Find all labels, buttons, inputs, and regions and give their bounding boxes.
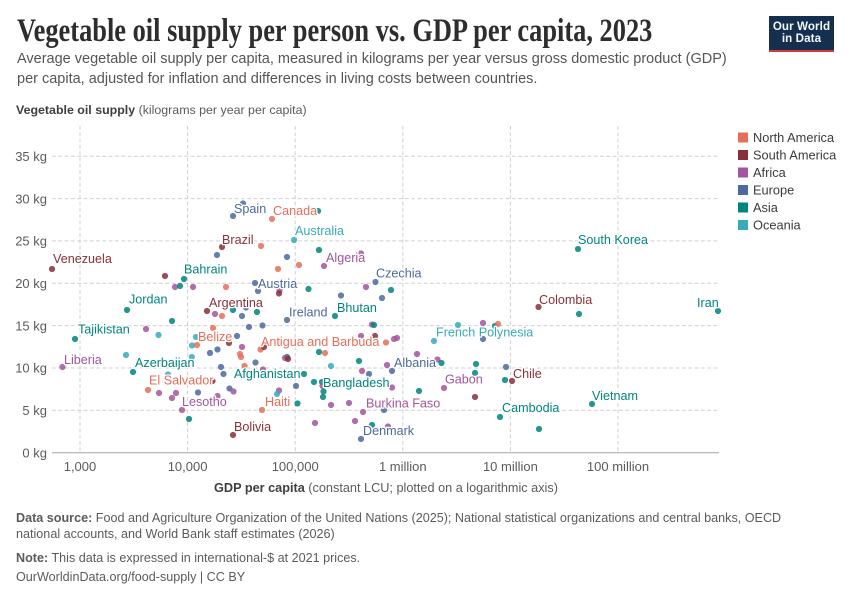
svg-text:Chile: Chile (513, 367, 542, 381)
svg-text:Tajikistan: Tajikistan (78, 323, 130, 337)
svg-text:Iran: Iran (697, 296, 719, 310)
svg-text:Bolivia: Bolivia (234, 420, 271, 434)
svg-text:10 kg: 10 kg (15, 361, 47, 376)
svg-text:20 kg: 20 kg (15, 276, 47, 291)
svg-text:30 kg: 30 kg (15, 191, 47, 206)
svg-text:Afghanistan: Afghanistan (234, 367, 301, 381)
svg-text:Brazil: Brazil (222, 233, 254, 247)
svg-text:Venezuela: Venezuela (53, 252, 112, 266)
svg-text:Liberia: Liberia (64, 353, 102, 367)
svg-text:South Korea: South Korea (578, 233, 648, 247)
svg-text:Africa: Africa (753, 165, 787, 180)
svg-text:Oceania: Oceania (753, 218, 802, 233)
svg-text:Azerbaijan: Azerbaijan (135, 356, 195, 370)
svg-text:0 kg: 0 kg (22, 445, 47, 460)
svg-text:Ireland: Ireland (289, 306, 328, 320)
svg-text:10,000: 10,000 (168, 459, 208, 474)
svg-text:35 kg: 35 kg (15, 149, 47, 164)
svg-text:Europe: Europe (753, 183, 794, 198)
svg-text:100,000: 100,000 (272, 459, 319, 474)
svg-text:Denmark: Denmark (363, 424, 415, 438)
svg-text:Australia: Australia (295, 224, 344, 238)
svg-text:Vegetable oil supply (kilogram: Vegetable oil supply (kilograms per year… (16, 103, 307, 117)
svg-text:5 kg: 5 kg (22, 403, 47, 418)
svg-text:Algeria: Algeria (326, 251, 365, 265)
svg-text:Asia: Asia (753, 200, 779, 215)
svg-text:1 million: 1 million (379, 459, 427, 474)
svg-text:Lesotho: Lesotho (182, 395, 227, 409)
svg-text:Cambodia: Cambodia (502, 401, 559, 415)
svg-text:French Polynesia: French Polynesia (436, 326, 533, 340)
svg-text:100 million: 100 million (587, 459, 649, 474)
svg-text:Colombia: Colombia (539, 293, 592, 307)
svg-text:25 kg: 25 kg (15, 234, 47, 249)
svg-text:Gabon: Gabon (445, 373, 483, 387)
svg-text:Austria: Austria (258, 277, 297, 291)
svg-text:Jordan: Jordan (129, 293, 168, 307)
svg-text:Argentina: Argentina (209, 296, 263, 310)
svg-text:10 million: 10 million (483, 459, 538, 474)
svg-text:El Salvador: El Salvador (149, 374, 213, 388)
svg-text:GDP per capita (constant LCU;: GDP per capita (constant LCU; plotted on… (214, 481, 558, 495)
svg-text:15 kg: 15 kg (15, 318, 47, 333)
svg-text:North America: North America (753, 130, 835, 145)
svg-text:Albania: Albania (394, 356, 436, 370)
svg-text:Bangladesh: Bangladesh (323, 376, 390, 390)
svg-text:1,000: 1,000 (64, 459, 97, 474)
svg-text:Vietnam: Vietnam (592, 389, 638, 403)
svg-text:Bhutan: Bhutan (337, 301, 377, 315)
svg-text:South America: South America (753, 148, 837, 163)
svg-text:Antigua and Barbuda: Antigua and Barbuda (261, 335, 379, 349)
svg-text:Czechia: Czechia (376, 267, 422, 281)
svg-text:Canada: Canada (273, 204, 317, 218)
svg-text:Burkina Faso: Burkina Faso (366, 397, 440, 411)
svg-text:Belize: Belize (198, 330, 232, 344)
svg-text:Haiti: Haiti (265, 395, 290, 409)
svg-text:Bahrain: Bahrain (184, 263, 227, 277)
svg-text:Spain: Spain (234, 202, 266, 216)
